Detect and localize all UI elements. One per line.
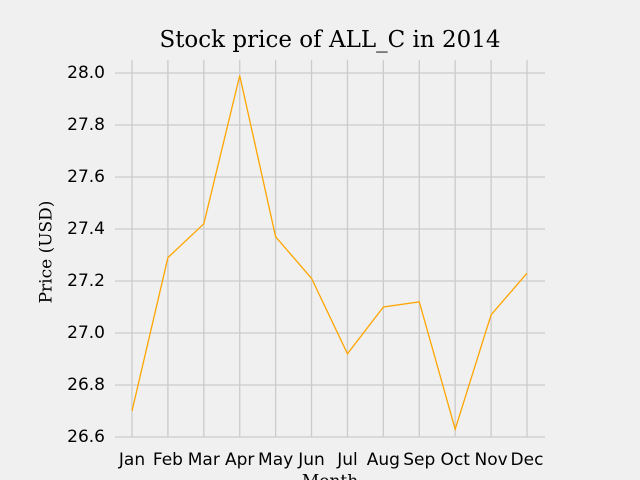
y-tick-label: 27.6 — [67, 167, 105, 187]
y-tick-label: 27.4 — [67, 219, 105, 239]
y-tick-label: 27.0 — [67, 323, 105, 343]
x-tick-label: Sep — [403, 450, 435, 470]
x-tick-label: Oct — [440, 450, 470, 470]
x-tick-label: May — [258, 450, 293, 470]
x-tick-label: Jun — [297, 450, 325, 470]
x-axis-label: Month — [302, 472, 358, 480]
y-tick-label: 26.6 — [67, 427, 105, 447]
x-tick-label: Mar — [188, 450, 220, 470]
data-line — [131, 75, 528, 432]
x-tick-label: Feb — [153, 450, 183, 470]
y-axis-label: Price (USD) — [37, 201, 57, 304]
y-tick-label: 26.8 — [67, 375, 105, 395]
x-tick-label: Dec — [511, 450, 544, 470]
x-tick-label: Nov — [474, 450, 507, 470]
y-tick-label: 27.8 — [67, 115, 105, 135]
x-tick-label: Jul — [336, 450, 358, 470]
x-tick-label: Apr — [225, 450, 254, 470]
y-tick-label: 27.2 — [67, 271, 105, 291]
x-tick-label: Jan — [118, 450, 145, 470]
x-tick-label: Aug — [367, 450, 400, 470]
chart-title: Stock price of ALL_C in 2014 — [159, 27, 500, 53]
y-tick-label: 28.0 — [67, 63, 105, 83]
